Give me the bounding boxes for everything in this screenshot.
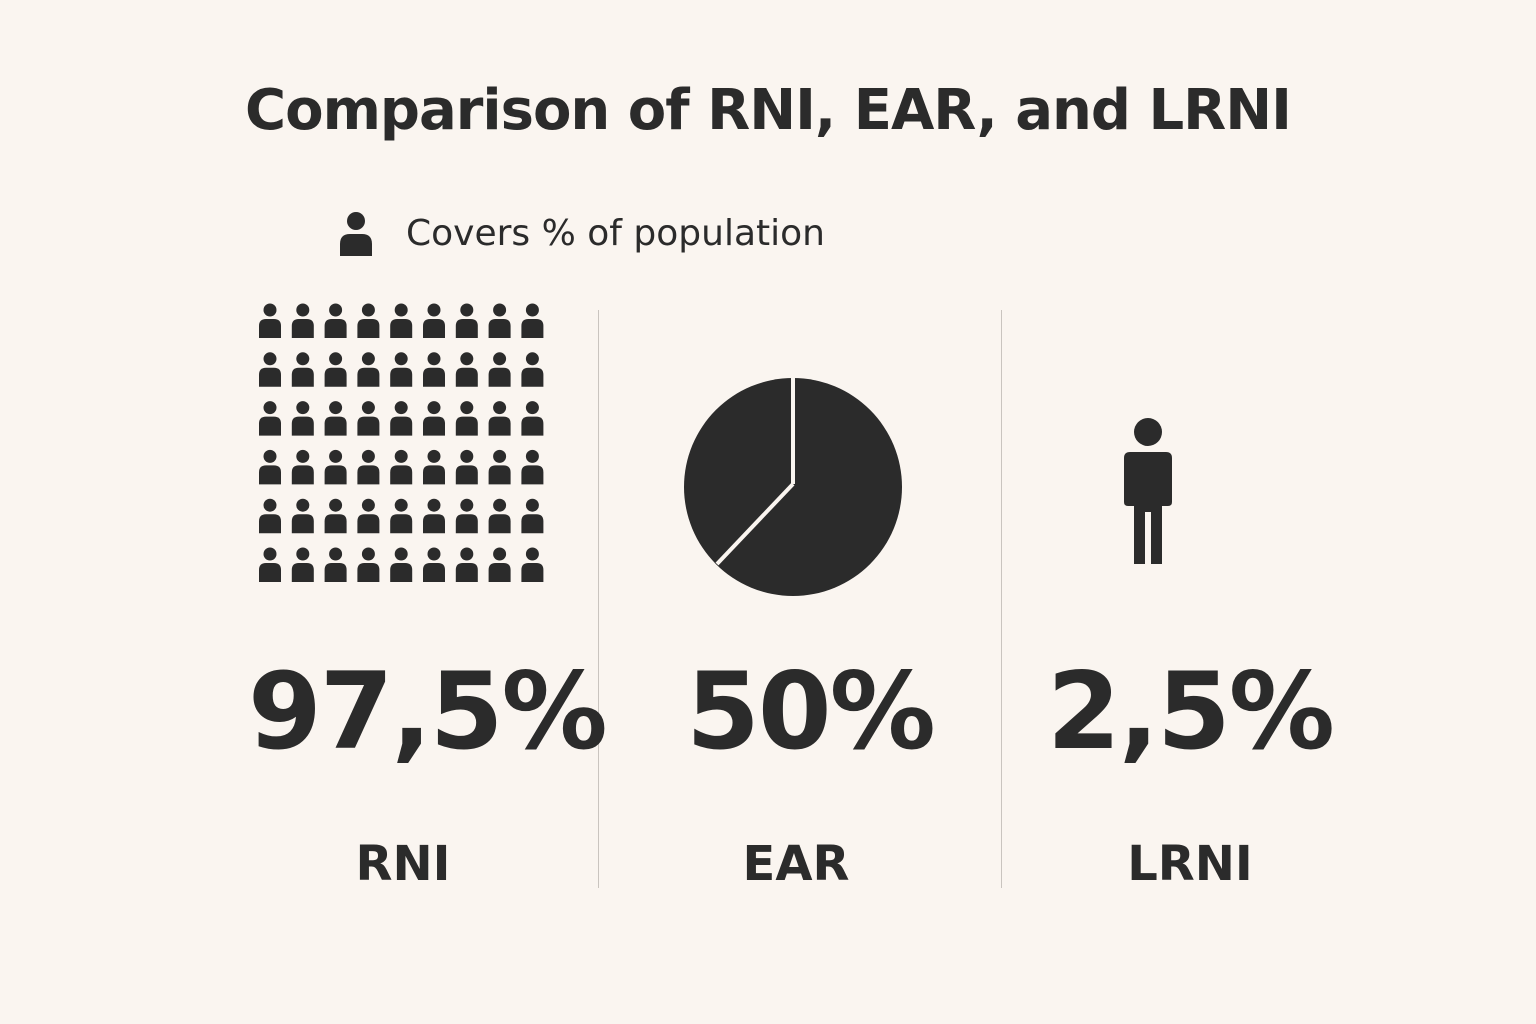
grid-person-icon — [390, 352, 413, 387]
lrni-label: LRNI — [1127, 836, 1253, 892]
grid-person-icon — [488, 401, 511, 436]
people-grid-icon — [254, 302, 548, 592]
grid-person-icon — [357, 498, 380, 534]
grid-person-icon — [324, 547, 347, 582]
grid-person-icon — [259, 352, 281, 387]
legend-label: Covers % of population — [406, 212, 825, 254]
grid-person-icon — [488, 352, 511, 387]
grid-person-icon — [259, 449, 281, 485]
grid-person-icon — [324, 303, 347, 338]
grid-person-icon — [259, 401, 281, 436]
ear-label: EAR — [742, 836, 850, 892]
grid-person-icon — [521, 352, 544, 387]
grid-person-icon — [521, 401, 544, 436]
grid-person-icon — [390, 547, 413, 582]
grid-person-icon — [521, 303, 544, 338]
grid-person-icon — [357, 401, 380, 436]
grid-person-icon — [291, 352, 314, 387]
grid-person-icon — [357, 352, 380, 387]
grid-person-icon — [455, 352, 478, 387]
grid-person-icon — [455, 547, 478, 582]
person-icon — [340, 212, 372, 256]
pie-icon — [680, 374, 906, 600]
grid-person-icon — [259, 498, 281, 534]
grid-person-icon — [390, 449, 413, 485]
grid-person-icon — [455, 303, 478, 338]
grid-person-icon — [488, 449, 511, 485]
rni-label: RNI — [355, 836, 451, 892]
grid-person-icon — [291, 401, 314, 436]
grid-person-icon — [324, 498, 347, 534]
grid-person-icon — [291, 498, 314, 534]
grid-person-icon — [357, 449, 380, 485]
rni-value: 97,5% — [248, 650, 608, 773]
grid-person-icon — [357, 303, 380, 338]
grid-person-icon — [521, 547, 544, 582]
divider-left — [598, 310, 599, 888]
grid-person-icon — [455, 449, 478, 485]
grid-person-icon — [259, 303, 281, 338]
grid-person-icon — [423, 352, 445, 387]
grid-person-icon — [521, 498, 544, 534]
grid-person-icon — [259, 547, 281, 582]
grid-person-icon — [488, 547, 511, 582]
grid-person-icon — [291, 303, 314, 338]
page-title: Comparison of RNI, EAR, and LRNI — [245, 78, 1292, 143]
grid-person-icon — [423, 547, 445, 582]
divider-right — [1001, 310, 1002, 888]
legend: Covers % of population — [336, 206, 825, 260]
grid-person-icon — [488, 303, 511, 338]
grid-person-icon — [390, 303, 413, 338]
grid-person-icon — [390, 401, 413, 436]
grid-person-icon — [423, 498, 445, 534]
grid-person-icon — [423, 401, 445, 436]
grid-person-icon — [455, 401, 478, 436]
ear-value: 50% — [686, 650, 936, 773]
grid-person-icon — [291, 449, 314, 485]
grid-person-icon — [423, 449, 445, 485]
grid-person-icon — [390, 498, 413, 534]
grid-person-icon — [521, 449, 544, 485]
grid-person-icon — [324, 449, 347, 485]
grid-person-icon — [324, 352, 347, 387]
single-person-icon — [1122, 416, 1174, 568]
grid-person-icon — [488, 498, 511, 534]
grid-person-icon — [423, 303, 445, 338]
grid-person-icon — [291, 547, 314, 582]
lrni-value: 2,5% — [1047, 650, 1335, 773]
grid-person-icon — [357, 547, 380, 582]
grid-person-icon — [324, 401, 347, 436]
grid-person-icon — [455, 498, 478, 534]
